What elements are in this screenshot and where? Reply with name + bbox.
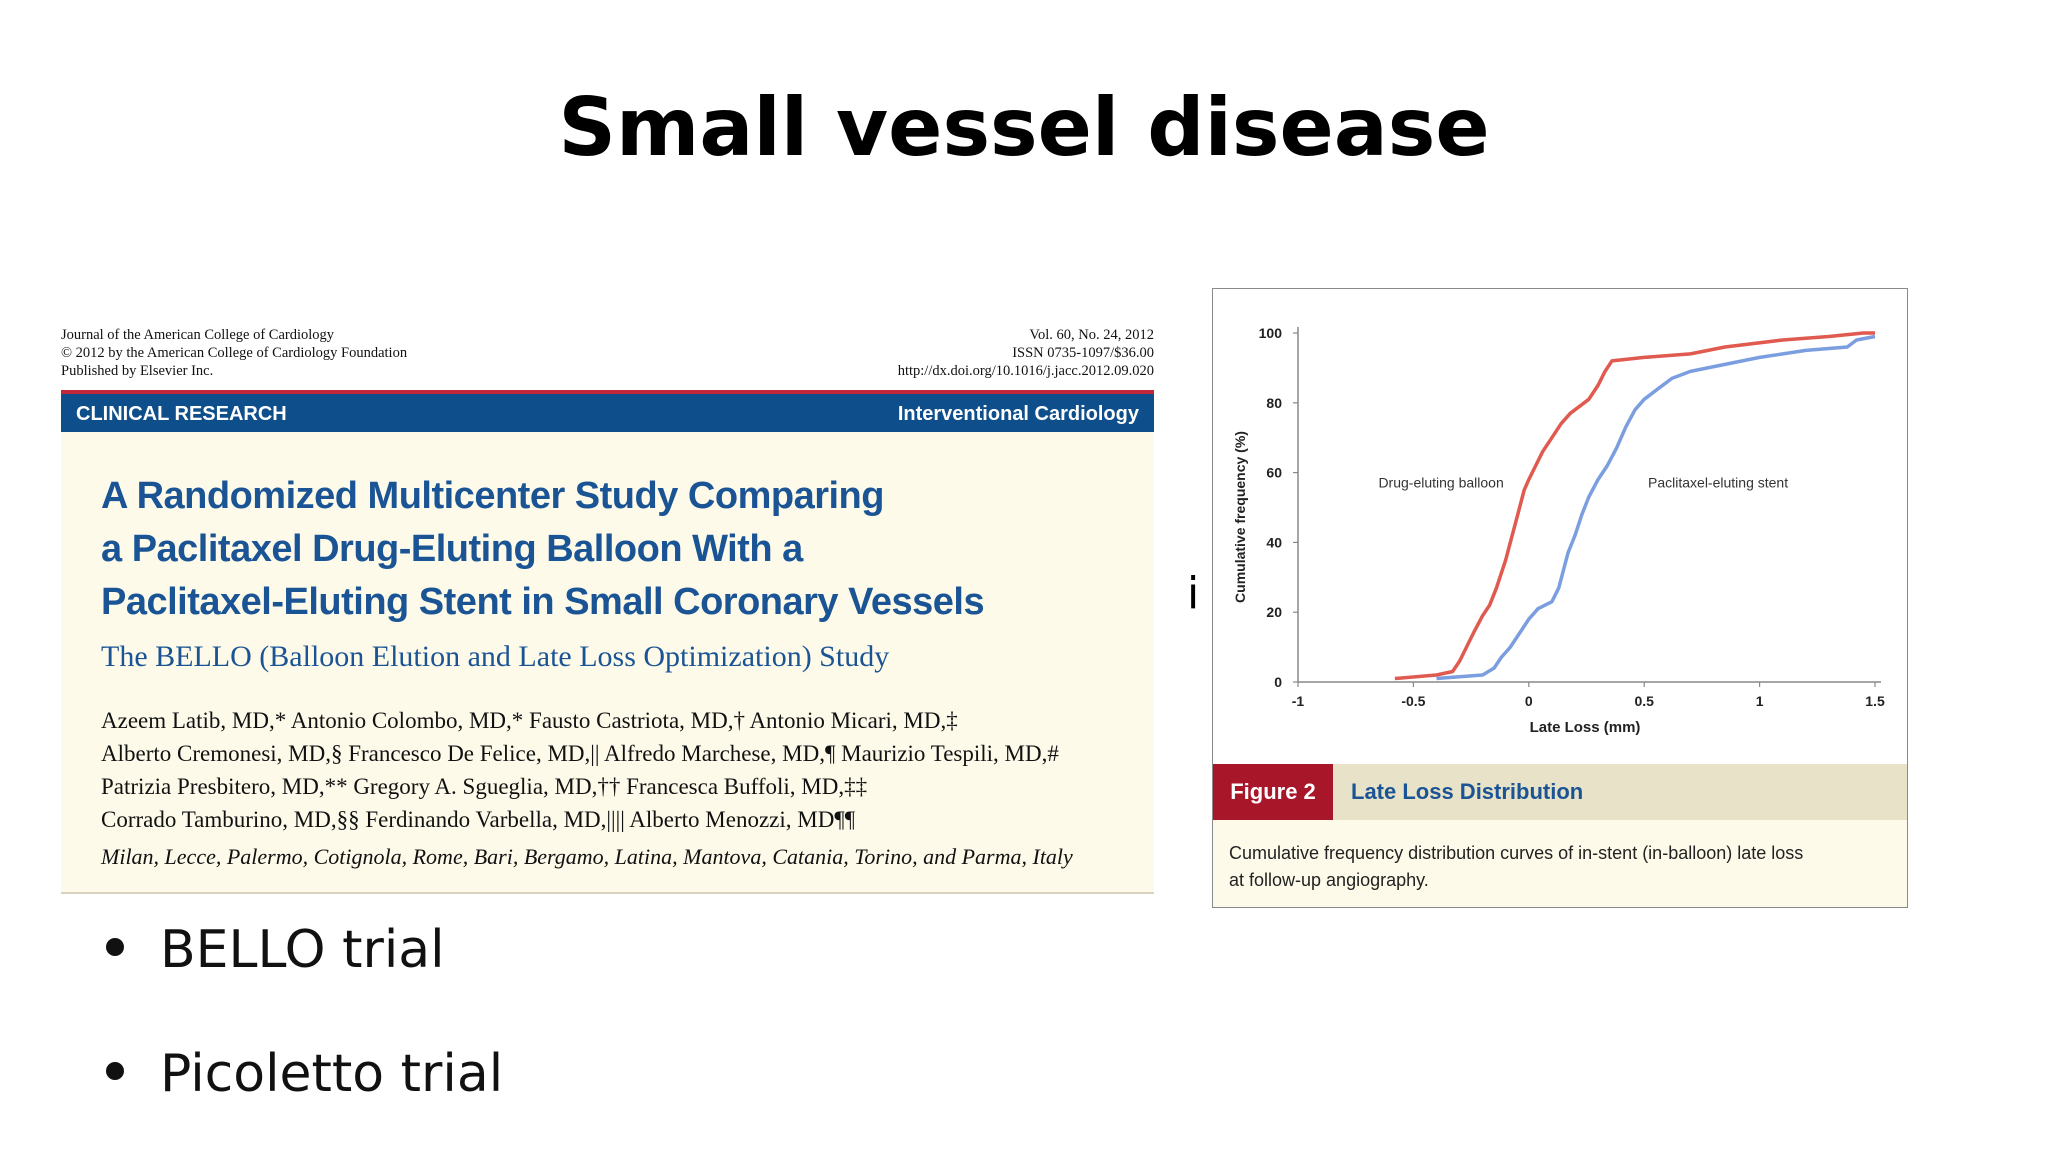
figure-caption-bar: Figure 2 Late Loss Distribution <box>1213 764 1907 820</box>
volume-line: Vol. 60, No. 24, 2012 <box>1029 327 1154 343</box>
x-tick-label: -0.5 <box>1401 693 1425 709</box>
paper-title: A Randomized Multicenter Study Comparing… <box>101 470 1121 629</box>
figure-title: Late Loss Distribution <box>1351 779 1584 804</box>
x-tick-label: -1 <box>1292 693 1305 709</box>
caption-line: Cumulative frequency distribution curves… <box>1229 843 1804 863</box>
author-line: Alberto Cremonesi, MD,§ Francesco De Fel… <box>101 741 1059 766</box>
bullet-dot <box>106 1062 124 1080</box>
chart-axes <box>1297 327 1881 683</box>
author-line: Azeem Latib, MD,* Antonio Colombo, MD,* … <box>101 708 958 733</box>
author-list: Azeem Latib, MD,* Antonio Colombo, MD,* … <box>101 704 1059 836</box>
y-tick-label: 0 <box>1274 674 1282 690</box>
chart-ticks: -1 -0.5 0 0.5 1 1.5 0 20 40 60 80 100 <box>1259 325 1885 709</box>
author-line: Corrado Tamburino, MD,§§ Ferdinando Varb… <box>101 807 856 832</box>
section-label: CLINICAL RESEARCH <box>76 403 287 425</box>
y-tick-label: 40 <box>1266 534 1282 550</box>
figure-panel: -1 -0.5 0 0.5 1 1.5 0 20 40 60 80 100 Drug-eluting … <box>1212 288 1908 908</box>
x-axis-label: Late Loss (mm) <box>1530 719 1641 736</box>
x-tick-label: 0 <box>1525 693 1533 709</box>
x-tick-label: 1.5 <box>1865 693 1885 709</box>
paper-title-line: A Randomized Multicenter Study Comparing <box>101 475 884 517</box>
bullet-text: Picoletto trial <box>160 1044 504 1104</box>
paper-header-image: Journal of the American College of Cardi… <box>61 326 1154 894</box>
y-tick-label: 60 <box>1266 465 1282 481</box>
y-tick-label: 80 <box>1266 395 1282 411</box>
series-label-0: Drug-eluting balloon <box>1378 475 1503 491</box>
author-line: Patrizia Presbitero, MD,** Gregory A. Sg… <box>101 774 868 799</box>
y-tick-label: 20 <box>1266 604 1282 620</box>
doi-line: http://dx.doi.org/10.1016/j.jacc.2012.09… <box>897 363 1154 379</box>
x-tick-label: 1 <box>1756 693 1764 709</box>
figure-number: Figure 2 <box>1213 764 1333 820</box>
journal-line: © 2012 by the American College of Cardio… <box>61 345 408 361</box>
section-banner: CLINICAL RESEARCH Interventional Cardiol… <box>61 394 1154 432</box>
paper-subtitle: The BELLO (Balloon Elution and Late Loss… <box>101 640 890 673</box>
paper-title-line: Paclitaxel-Eluting Stent in Small Corona… <box>101 581 985 623</box>
late-loss-chart: -1 -0.5 0 0.5 1 1.5 0 20 40 60 80 100 Drug-eluting … <box>1232 325 1885 736</box>
paper-title-line: a Paclitaxel Drug-Eluting Balloon With a <box>101 528 803 570</box>
series-line-1 <box>1436 334 1876 681</box>
slide-title: Small vessel disease <box>558 81 1490 174</box>
header-divider <box>61 390 1154 394</box>
y-axis-label: Cumulative frequency (%) <box>1232 431 1248 603</box>
series-label-1: Paclitaxel-eluting stent <box>1648 475 1788 491</box>
journal-info: Journal of the American College of Cardi… <box>61 326 407 380</box>
volume-info: Vol. 60, No. 24, 2012 ISSN 0735-1097/$36… <box>898 326 1154 380</box>
paper-abstract-header: A Randomized Multicenter Study Comparing… <box>61 432 1154 894</box>
figure-description: Cumulative frequency distribution curves… <box>1213 820 1907 907</box>
bullet-text: BELLO trial <box>160 920 445 980</box>
chart-series-labels: Drug-eluting balloon Paclitaxel-eluting s… <box>1378 475 1788 491</box>
journal-line: Published by Elsevier Inc. <box>61 363 214 379</box>
stray-text-cursor: i <box>1187 568 1200 619</box>
bullet-dot <box>106 938 124 956</box>
y-tick-label: 100 <box>1259 325 1283 341</box>
journal-line: Journal of the American College of Cardi… <box>61 327 335 343</box>
caption-line: at follow-up angiography. <box>1229 870 1429 890</box>
figure-caption-text: Cumulative frequency distribution curves… <box>1229 840 1869 894</box>
volume-line: ISSN 0735-1097/$36.00 <box>1012 345 1154 361</box>
author-locations: Milan, Lecce, Palermo, Cotignola, Rome, … <box>101 844 1073 869</box>
chart-curves <box>1394 331 1876 681</box>
category-label: Interventional Cardiology <box>897 403 1139 425</box>
x-tick-label: 0.5 <box>1634 693 1654 709</box>
series-line-0 <box>1394 331 1875 681</box>
